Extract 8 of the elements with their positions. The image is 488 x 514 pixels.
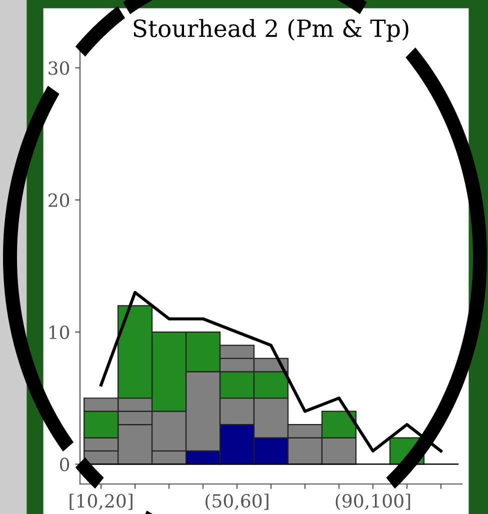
y-tick-label: 30: [48, 61, 70, 75]
x-tick-label: (90,100]: [336, 494, 410, 510]
y-tick-label: 20: [48, 193, 70, 208]
chart-title: Stourhead 2 (Pm & Tp): [134, 18, 408, 42]
y-tick-label: 0: [60, 458, 70, 472]
y-tick-label: 10: [50, 326, 70, 340]
x-tick-label: [10,20]: [70, 494, 132, 510]
x-tick-label: (50,60]: [206, 494, 268, 510]
